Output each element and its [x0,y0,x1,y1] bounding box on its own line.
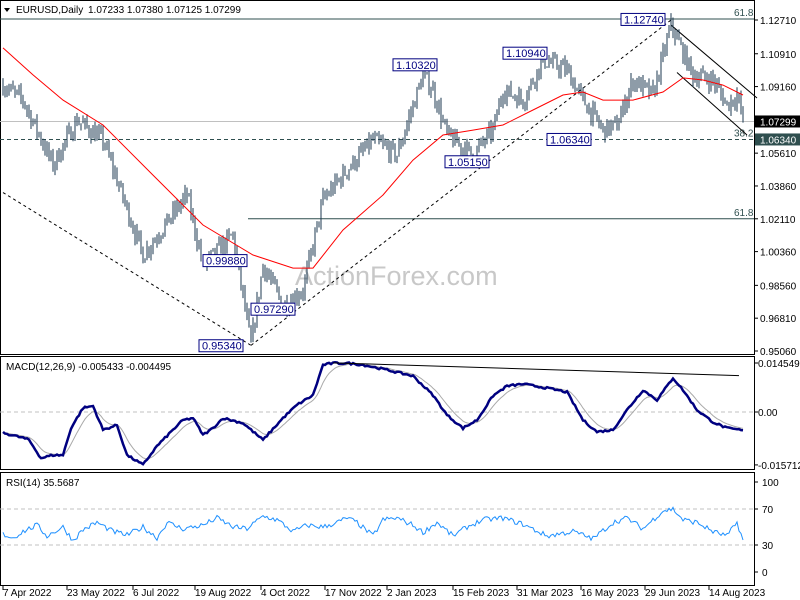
x-tick-label: 31 Mar 2023 [517,588,574,599]
price-label: 1.06340 [550,134,590,146]
price-label: 1.10320 [396,60,436,72]
price-label: 1.10940 [506,48,546,60]
dropdown-triangle-icon[interactable] [4,8,10,12]
y-tick-label: 1.10910 [760,50,797,61]
price-label: 0.95340 [202,341,242,353]
price-label-box [546,132,592,146]
price-label-box [202,254,248,268]
y-tick-label: 0.96810 [760,314,797,325]
x-tick-label: 17 Nov 2022 [325,588,382,599]
macd-title: MACD(12,26,9) -0.005433 -0.004495 [6,362,172,373]
macd-panel[interactable] [0,356,755,470]
fib-level-label: 61.8 [734,208,754,219]
price-label-box [444,155,490,169]
trendline [670,24,758,99]
ohlc-values: 1.07233 1.07380 1.07125 1.07299 [88,5,241,16]
x-tick-label: 4 Oct 2022 [261,588,310,599]
price-panel[interactable] [0,0,755,355]
price-label-box [502,46,548,60]
y-tick-label: 1.09160 [760,83,797,94]
x-tick-label: 14 Aug 2023 [709,588,766,599]
rsi-y-tick-label: 70 [762,505,774,516]
fib-level-label: 61.8 [734,8,754,19]
y-tick-label: 0.98560 [760,281,797,292]
x-tick-label: 6 Jul 2022 [133,588,180,599]
rsi-line [2,506,744,542]
y-tick-label: 1.00360 [760,248,797,259]
trendline [250,19,672,346]
x-tick-label: 23 May 2022 [67,588,125,599]
y-tick-label: 1.12710 [760,16,797,27]
axes-layer: 1.12710 1.10910 1.09160 1.05610 1.03860 1.021… [2,16,800,599]
rsi-y-tick-label: 0 [762,568,768,579]
macd-y-tick-label: -0.015712 [758,461,800,472]
price-label-box [392,58,438,72]
rsi-layer [0,506,754,546]
macd-line [2,360,744,466]
macd-y-tick-label: 0.00 [758,408,778,419]
price-label-box [250,302,296,316]
rsi-panel[interactable] [0,472,755,586]
macd-layer [0,360,754,466]
price-layer: 61.8 38.2 61.8 1.12740 1.10940 1.10320 1.06340… [0,8,758,353]
current-price-value: 1.07299 [760,117,797,128]
y-tick-label: 1.03860 [760,182,797,193]
trendline [2,192,252,346]
price-label-box [198,339,244,353]
fib-level-label: 38.2 [734,128,754,139]
x-tick-label: 7 Apr 2022 [3,588,52,599]
level-price-badge [755,133,800,146]
price-label: 1.12740 [624,14,664,26]
x-tick-label: 16 May 2023 [581,588,639,599]
x-tick-label: 19 Aug 2022 [195,588,252,599]
moving-average-line [2,47,744,269]
x-tick-label: 29 Jun 2023 [645,588,700,599]
x-tick-label: 2 Jan 2023 [387,588,437,599]
macd-y-tick-label: 0.014549 [758,359,800,370]
rsi-y-tick-label: 100 [762,478,779,489]
trendline [676,72,748,136]
watermark: ActionForex.com [295,261,498,291]
rsi-title: RSI(14) 35.5687 [6,478,80,489]
y-tick-label: 1.05610 [760,149,797,160]
price-label: 0.97290 [254,304,294,316]
price-label: 1.05150 [448,157,488,169]
x-tick-label: 15 Feb 2023 [453,588,510,599]
price-label: 0.99880 [206,256,246,268]
current-price-badge [755,115,800,128]
symbol-title: EURUSD,Daily [16,5,83,16]
price-label-box [620,12,666,26]
macd-trendline [332,362,740,377]
y-tick-label: 0.95060 [760,347,797,358]
y-tick-label: 1.02110 [760,215,796,226]
rsi-y-tick-label: 30 [762,541,774,552]
level-price-value: 1.06340 [760,135,797,146]
